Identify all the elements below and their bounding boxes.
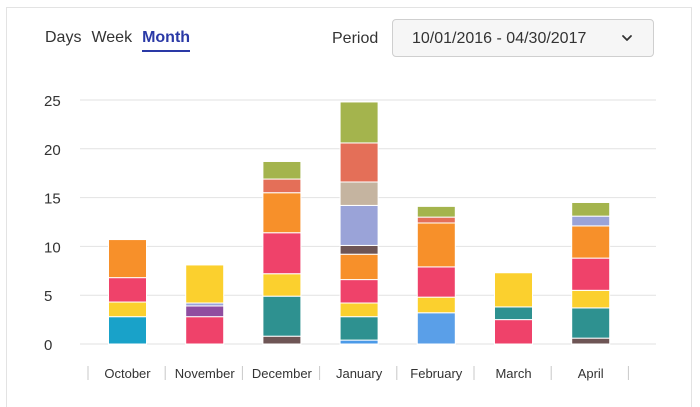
period-dropdown[interactable]: 10/01/2016 - 04/30/2017 <box>392 19 654 57</box>
x-category-label: November <box>175 366 236 381</box>
bar-segment <box>571 289 611 309</box>
y-tick-label: 15 <box>44 191 61 208</box>
bar-segment <box>339 279 379 304</box>
bar-segment <box>185 305 225 318</box>
bar-segment <box>571 201 611 217</box>
bar-segment <box>339 142 379 183</box>
range-tabs: Days Week Month <box>45 29 191 52</box>
bar-segment <box>339 101 379 144</box>
chevron-down-icon <box>622 35 632 41</box>
bar-segment <box>494 306 533 321</box>
bar-segment <box>339 181 379 206</box>
bar-segment <box>416 205 456 218</box>
bar-segment <box>416 266 456 298</box>
bar-segment <box>185 316 225 345</box>
bar-segment <box>262 178 302 194</box>
bar-segment <box>416 296 456 314</box>
period-value: 10/01/2016 - 04/30/2017 <box>412 30 587 47</box>
bar-segment <box>339 302 379 318</box>
bar-segment <box>571 225 611 259</box>
bar-segment <box>262 273 302 297</box>
x-category-label: January <box>336 366 383 381</box>
bar-segment <box>416 312 456 345</box>
bar-segment <box>108 301 147 318</box>
bar-segment <box>571 257 611 291</box>
bar-segment <box>571 337 611 345</box>
bar-segment <box>262 192 302 234</box>
period-label: Period <box>332 30 379 47</box>
bar-segment <box>185 264 225 304</box>
bar-segment <box>108 277 147 303</box>
y-tick-label: 25 <box>44 93 61 110</box>
y-tick-label: 10 <box>44 239 61 256</box>
x-category-label: April <box>578 366 604 381</box>
bar-segment <box>262 295 302 337</box>
bar-segment <box>339 244 379 255</box>
bar-segment <box>494 272 533 308</box>
bar-segment <box>339 253 379 281</box>
y-tick-label: 0 <box>44 337 52 354</box>
tab-month[interactable]: Month <box>142 29 191 52</box>
bar-segment <box>339 316 379 341</box>
y-tick-label: 20 <box>44 142 61 159</box>
bar-segment <box>108 239 147 279</box>
bar-segment <box>416 222 456 268</box>
bar-segment <box>571 215 611 227</box>
x-category-label: March <box>495 366 531 381</box>
bar-segment <box>339 339 379 345</box>
tab-week[interactable]: Week <box>91 29 133 46</box>
bar-segment <box>494 319 533 345</box>
x-category-label: February <box>410 366 463 381</box>
bar-segment <box>416 216 456 224</box>
x-category-label: October <box>104 366 151 381</box>
bar-segment <box>571 307 611 339</box>
bar-segment <box>262 232 302 275</box>
bar-segment <box>108 316 147 345</box>
bar-segment <box>339 204 379 246</box>
tab-days[interactable]: Days <box>45 29 82 46</box>
y-tick-label: 5 <box>44 288 52 305</box>
bar-segment <box>262 160 302 180</box>
bar-segment <box>262 335 302 345</box>
x-category-label: December <box>252 366 313 381</box>
